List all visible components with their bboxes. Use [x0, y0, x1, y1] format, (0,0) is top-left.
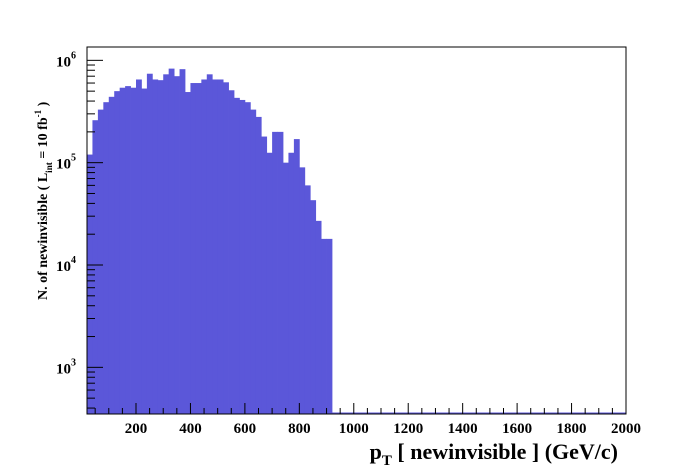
histogram-bar	[114, 91, 121, 414]
x-tick-label: 400	[179, 421, 202, 437]
x-tick-label: 1600	[502, 421, 532, 437]
y-axis-title-sup: -1	[33, 109, 43, 117]
y-axis-title-part1: N. of newinvisible ( L	[36, 173, 51, 300]
histogram-bar	[163, 74, 170, 414]
y-tick-label: 104	[56, 255, 76, 275]
histogram-bar	[168, 68, 175, 415]
x-tick-label: 200	[125, 421, 148, 437]
histogram-bar	[217, 79, 224, 414]
x-axis-ticks: 200 400 600 800 1000 1200 1400 1600 1800 2000	[94, 403, 641, 437]
histogram-bar	[92, 120, 99, 415]
histogram-bar	[228, 90, 235, 414]
histogram-bar	[244, 102, 251, 414]
histogram-bar	[103, 102, 110, 414]
y-tick-label: 106	[56, 50, 76, 70]
histogram-bar	[261, 136, 268, 415]
x-tick-label: 1400	[448, 421, 478, 437]
x-tick-label: 800	[288, 421, 311, 437]
histogram-bar	[206, 74, 213, 414]
histogram-bar	[190, 83, 197, 414]
histogram-bar	[315, 220, 322, 414]
histogram-bar	[212, 79, 219, 414]
histogram-bar	[299, 167, 306, 414]
x-tick-label: 1000	[339, 421, 369, 437]
histogram-bar	[152, 79, 159, 414]
y-axis-title-sub: int	[44, 162, 54, 173]
histogram-bar	[255, 116, 262, 414]
x-tick-label: 2000	[611, 421, 641, 437]
histogram-bar	[141, 88, 148, 415]
x-axis-title: pT [ newinvisible ] (GeV/c)	[370, 439, 618, 469]
histogram-bar	[201, 79, 208, 414]
histogram-bar	[293, 139, 300, 414]
histogram-bar	[234, 97, 240, 414]
y-axis-title: N. of newinvisible ( Lint = 10 fb-1 )	[33, 101, 54, 300]
x-axis-title-main: p	[370, 439, 382, 464]
histogram-bar	[125, 86, 131, 415]
histogram-bar	[119, 87, 126, 414]
histogram-bar	[97, 109, 104, 415]
histogram-bar	[310, 200, 317, 414]
y-tick-label: 103	[56, 357, 76, 377]
x-axis-title-rest: [ newinvisible ] (GeV/c)	[392, 439, 618, 464]
histogram-bar	[223, 82, 229, 414]
y-tick-label: 105	[56, 153, 76, 173]
histogram-bars	[87, 68, 626, 415]
histogram-bar	[157, 80, 164, 415]
histogram-bar	[179, 69, 186, 414]
histogram-bar	[288, 152, 295, 414]
x-axis-title-sub: T	[382, 453, 392, 469]
x-tick-label: 600	[234, 421, 257, 437]
histogram-bar	[195, 83, 202, 414]
histogram-bar	[130, 87, 137, 414]
histogram-bar	[239, 99, 246, 415]
histogram-bar	[321, 238, 327, 414]
histogram-bar	[277, 131, 284, 414]
histogram-bar	[174, 76, 180, 414]
histogram-bar	[250, 109, 257, 415]
x-tick-label: 1200	[393, 421, 423, 437]
y-axis-title-part3: )	[36, 101, 51, 110]
histogram-bar	[272, 131, 278, 414]
y-axis-title-part2: = 10 fb	[36, 117, 51, 162]
histogram-bar	[136, 79, 142, 414]
histogram-bar	[146, 73, 153, 414]
histogram-bar	[108, 96, 115, 414]
histogram-bar	[185, 92, 191, 414]
histogram-bar	[304, 185, 311, 414]
histogram-bar	[87, 154, 93, 414]
histogram-bar	[283, 162, 289, 414]
histogram-bar	[266, 152, 273, 414]
histogram-bar	[326, 238, 333, 414]
y-axis-ticks: 103 104 105 106	[56, 50, 103, 409]
x-tick-label: 1800	[557, 421, 587, 437]
